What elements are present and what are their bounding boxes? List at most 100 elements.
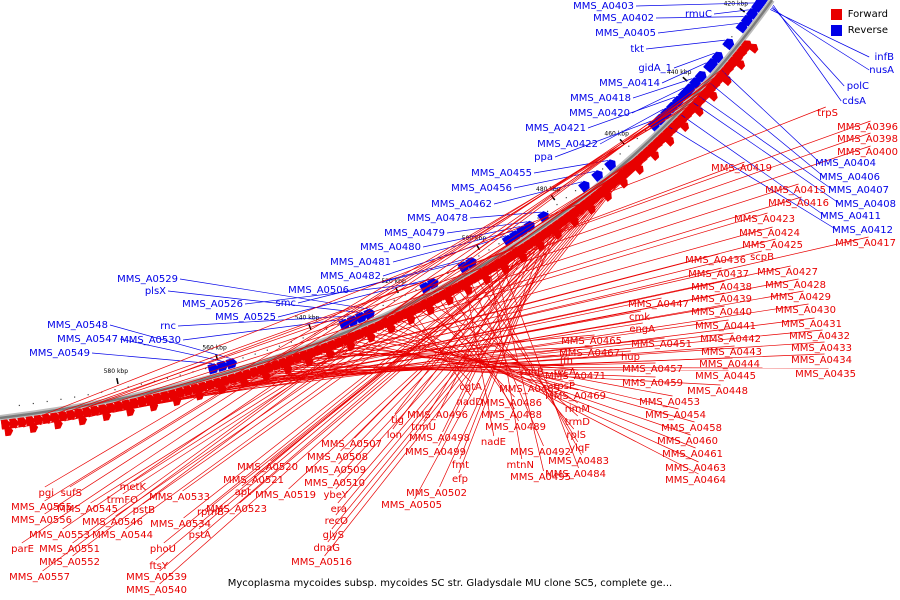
forward-gene-label: MMS_A0555 xyxy=(11,502,72,513)
minor-tick xyxy=(302,337,304,339)
connector-line xyxy=(167,297,662,402)
reverse-gene xyxy=(740,15,753,27)
tick-label: 420 kbp xyxy=(724,0,749,7)
forward-gene-label: ylqF xyxy=(569,443,590,454)
connector-line xyxy=(155,105,702,561)
connector-line xyxy=(434,304,578,404)
connector-line xyxy=(513,170,596,189)
connector-line xyxy=(655,16,744,19)
forward-gene-label: MMS_A0467 xyxy=(559,348,620,359)
forward-gene xyxy=(29,422,39,433)
forward-gene-label: MMS_A0544 xyxy=(92,530,153,541)
forward-gene-label: MMS_A0499 xyxy=(405,447,466,458)
connector-line xyxy=(458,236,551,474)
connector-line xyxy=(693,102,841,205)
connector-line xyxy=(335,207,590,490)
forward-gene-label: MMS_A0483 xyxy=(548,456,609,467)
reverse-gene-label: MMS_A0478 xyxy=(407,213,468,224)
connector-line xyxy=(587,96,676,129)
forward-gene-label: dnaG xyxy=(313,543,340,554)
forward-gene-label: MMS_A0521 xyxy=(223,475,284,486)
reverse-swatch xyxy=(830,24,842,36)
reverse-gene-label: MMS_A0418 xyxy=(570,93,631,104)
forward-gene-label: MMS_A0509 xyxy=(305,465,366,476)
minor-tick xyxy=(32,402,34,405)
reverse-gene-label: MMS_A0455 xyxy=(471,168,532,179)
forward-gene-label: MMS_A0489 xyxy=(485,422,546,433)
forward-gene-label: MMS_A0453 xyxy=(639,397,700,408)
forward-gene-label: MMS_A0423 xyxy=(734,214,795,225)
reverse-gene-label: MMS_A0456 xyxy=(451,183,512,194)
forward-gene-label: MMS_A0442 xyxy=(700,334,761,345)
forward-gene-label: rnhB xyxy=(521,367,545,378)
forward-gene-label: mtnN xyxy=(507,460,534,471)
reverse-gene-label: cdsA xyxy=(842,96,866,107)
connector-line xyxy=(771,7,870,71)
connector-line xyxy=(122,144,663,495)
forward-gene-label: MMS_A0523 xyxy=(206,504,267,515)
tick-label: 580 kbp xyxy=(104,368,129,375)
connector-line xyxy=(163,110,697,544)
legend-forward: Forward xyxy=(830,6,888,22)
forward-gene-label: MMS_A0440 xyxy=(691,307,752,318)
minor-tick xyxy=(636,137,638,140)
connector-line xyxy=(631,87,684,114)
connector-line xyxy=(31,145,871,427)
map-caption: Mycoplasma mycoides subsp. mycoides SC s… xyxy=(227,578,673,589)
legend-forward-label: Forward xyxy=(847,8,888,20)
minor-tick xyxy=(290,341,292,343)
minor-tick xyxy=(537,217,539,219)
forward-gene-label: MMS_A0556 xyxy=(11,515,72,526)
forward-gene-label: scpB xyxy=(750,252,774,263)
connector-line xyxy=(673,52,715,69)
forward-gene-label: glyS xyxy=(323,530,344,541)
connector-line xyxy=(392,230,514,263)
forward-gene-label: MMS_A0398 xyxy=(837,134,898,145)
connector-line xyxy=(119,338,222,362)
forward-gene-label: recO xyxy=(325,516,349,527)
forward-gene-label: ftsY xyxy=(149,561,168,572)
forward-gene-label: MMS_A0534 xyxy=(150,519,211,530)
minor-tick xyxy=(266,349,268,351)
reverse-gene-label: nusA xyxy=(869,65,894,76)
connector-line xyxy=(331,194,606,530)
forward-gene-label: MMS_A0464 xyxy=(665,475,726,486)
connector-line xyxy=(91,352,213,364)
minor-tick xyxy=(18,404,20,407)
forward-gene-label: phoU xyxy=(150,544,176,555)
minor-tick xyxy=(457,267,459,269)
minor-tick xyxy=(393,299,395,301)
forward-gene-label: hup xyxy=(621,352,640,363)
legend-reverse: Reverse xyxy=(830,22,888,38)
connector-line xyxy=(42,47,752,572)
connector-line xyxy=(632,78,693,99)
forward-gene-label: sufS xyxy=(61,488,82,499)
minor-tick xyxy=(498,243,500,245)
connector-line xyxy=(368,335,679,410)
connector-line xyxy=(484,277,582,456)
reverse-gene-label: MMS_A0411 xyxy=(820,211,881,222)
connector-line xyxy=(599,108,664,145)
forward-gene-label: MMS_A0447 xyxy=(628,299,689,310)
connector-line xyxy=(72,52,748,557)
reverse-gene-label: infB xyxy=(875,52,895,63)
forward-gene-label: MMS_A0492 xyxy=(510,447,571,458)
forward-gene-label: MMS_A0396 xyxy=(837,122,898,133)
reverse-gene xyxy=(604,159,616,172)
forward-gene-label: MMS_A0486 xyxy=(481,398,542,409)
forward-gene-label: MMS_A0431 xyxy=(781,319,842,330)
forward-gene-label: pgi xyxy=(39,488,54,499)
forward-gene xyxy=(720,75,732,87)
forward-gene-label: pstA xyxy=(189,530,211,541)
connector-line xyxy=(324,186,617,557)
reverse-gene xyxy=(694,70,707,83)
connector-line xyxy=(341,346,579,371)
minor-tick xyxy=(478,255,480,257)
forward-gene-label: recA xyxy=(554,367,577,378)
forward-gene-label: MMS_A0457 xyxy=(622,364,683,375)
forward-gene-label: MMS_A0435 xyxy=(795,369,856,380)
connector-line xyxy=(348,343,563,381)
forward-gene-label: MMS_A0437 xyxy=(688,269,749,280)
